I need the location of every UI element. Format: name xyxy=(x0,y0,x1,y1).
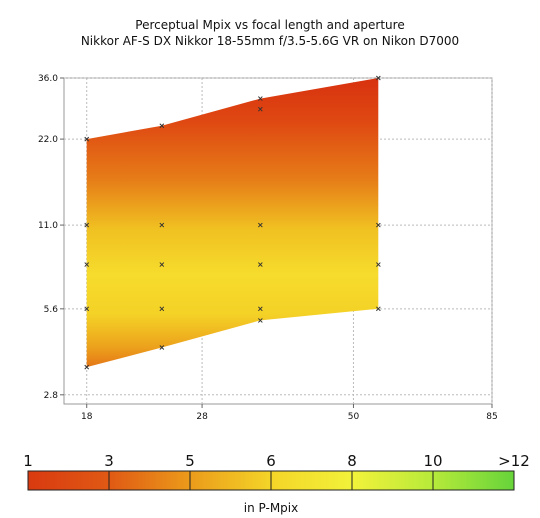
colorbar-tick-label: 1 xyxy=(23,452,33,470)
y-tick-label: 22.0 xyxy=(38,135,58,145)
sample-marker xyxy=(375,222,381,228)
sample-marker xyxy=(257,318,263,323)
colorbar-tick-label: 6 xyxy=(266,452,276,470)
x-tick-label: 85 xyxy=(486,412,497,422)
sample-marker xyxy=(375,75,381,81)
colorbar-tick-label: 10 xyxy=(423,452,442,470)
sample-marker xyxy=(375,262,381,267)
x-tick-label: 28 xyxy=(196,412,208,422)
sample-marker xyxy=(257,306,263,312)
y-tick-label: 36.0 xyxy=(38,74,58,84)
colorbar-tick-label: >12 xyxy=(498,452,530,470)
colorbar-dividers xyxy=(108,471,434,490)
x-axis-ticks: 18 28 50 85 xyxy=(81,404,498,422)
y-axis-ticks: 2.8 5.6 11.0 22.0 36.0 xyxy=(38,74,64,401)
sample-marker xyxy=(84,222,90,228)
sample-marker xyxy=(375,306,381,312)
plot-area: 2.8 5.6 11.0 22.0 36.0 18 28 50 85 xyxy=(38,74,498,422)
chart-subtitle: Nikkor AF-S DX Nikkor 18-55mm f/3.5-5.6G… xyxy=(81,34,459,48)
sample-marker xyxy=(257,96,263,101)
x-tick-label: 50 xyxy=(348,412,360,422)
sample-marker xyxy=(257,262,263,267)
sample-marker xyxy=(84,364,90,370)
colorbar-tick-labels: 1 3 5 6 8 10 >12 xyxy=(23,452,530,470)
sample-marker xyxy=(84,262,90,267)
y-tick-label: 2.8 xyxy=(44,391,59,401)
sample-marker xyxy=(159,222,165,228)
colorbar: 1 3 5 6 8 10 >12 in P-Mpix xyxy=(23,452,530,515)
y-tick-label: 5.6 xyxy=(44,305,59,315)
chart-title: Perceptual Mpix vs focal length and aper… xyxy=(135,18,404,32)
sample-marker xyxy=(84,306,90,312)
sample-marker xyxy=(159,306,165,312)
colorbar-unit-label: in P-Mpix xyxy=(244,501,298,515)
sample-marker xyxy=(159,345,165,350)
sample-markers xyxy=(84,75,381,370)
sample-marker xyxy=(257,222,263,228)
colorbar-tick-label: 3 xyxy=(104,452,114,470)
sample-marker xyxy=(159,262,165,267)
y-tick-label: 11.0 xyxy=(38,221,58,231)
colorbar-tick-label: 5 xyxy=(185,452,195,470)
sample-marker xyxy=(159,123,165,129)
sample-marker xyxy=(257,106,263,112)
x-tick-label: 18 xyxy=(81,412,93,422)
sample-marker xyxy=(84,136,90,142)
colorbar-tick-label: 8 xyxy=(347,452,357,470)
data-region xyxy=(86,78,379,368)
